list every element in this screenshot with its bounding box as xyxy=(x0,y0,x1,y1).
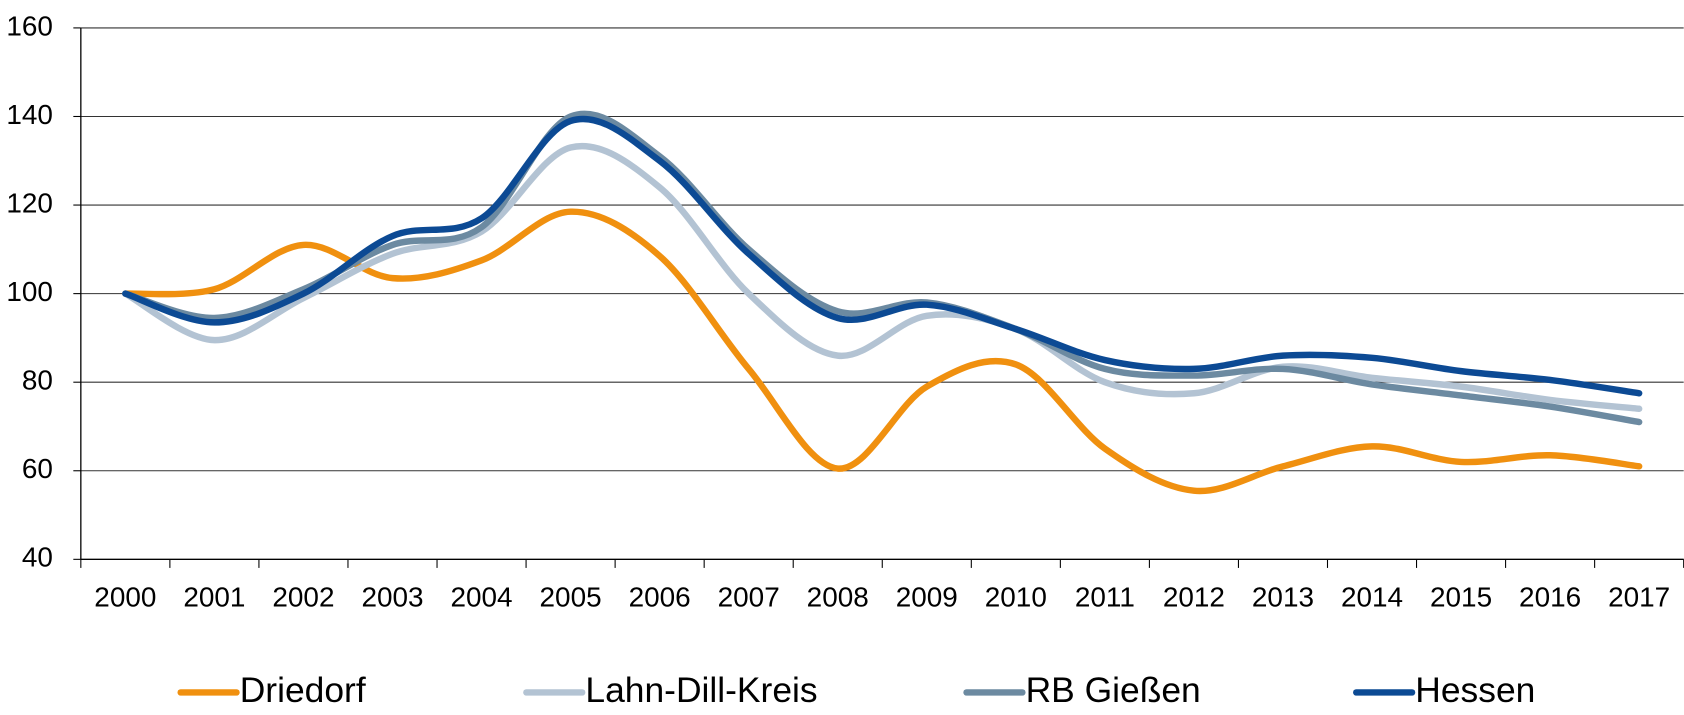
series-line xyxy=(122,208,1643,495)
axes: 40 60 80 100 120 140 160 2000 2001 2002 2003 2004 20… xyxy=(6,10,1684,612)
x-tick-label: 2013 xyxy=(1252,581,1314,612)
x-tick-label: 2011 xyxy=(1075,581,1135,612)
series-line xyxy=(122,142,1643,412)
series-line xyxy=(122,110,1643,426)
x-tick-label: 2008 xyxy=(807,581,869,612)
series-line xyxy=(122,115,1643,397)
x-tick-label: 2014 xyxy=(1341,581,1403,612)
y-tick-label: 140 xyxy=(6,99,53,130)
y-tick-label: 40 xyxy=(22,542,53,573)
y-tick-label: 120 xyxy=(6,187,53,218)
legend-label: Hessen xyxy=(1415,670,1535,710)
x-tick-label: 2015 xyxy=(1430,581,1492,612)
x-tick-label: 2012 xyxy=(1163,581,1225,612)
x-tick-label: 2001 xyxy=(183,581,245,612)
x-tick-label: 2009 xyxy=(896,581,958,612)
legend: Driedorf Lahn-Dill-Kreis RB Gießen Hessen xyxy=(177,670,1535,710)
x-tick-label: 2000 xyxy=(94,581,156,612)
legend-label: Driedorf xyxy=(240,670,366,710)
x-tick-label: 2004 xyxy=(451,581,513,612)
y-tick-label: 160 xyxy=(6,10,53,41)
legend-label: Lahn-Dill-Kreis xyxy=(585,670,817,710)
x-tick-label: 2006 xyxy=(629,581,691,612)
y-tick-label: 100 xyxy=(6,276,53,307)
x-tick-label: 2016 xyxy=(1519,581,1581,612)
y-tick-label: 80 xyxy=(22,365,53,396)
x-tick-label: 2017 xyxy=(1608,581,1670,612)
legend-label: RB Gießen xyxy=(1026,670,1201,710)
x-tick-label: 2010 xyxy=(985,581,1047,612)
y-tick-label: 60 xyxy=(22,453,53,484)
x-tick-label: 2003 xyxy=(361,581,423,612)
grid xyxy=(80,27,1684,560)
x-tick-label: 2005 xyxy=(540,581,602,612)
x-tick-label: 2002 xyxy=(272,581,334,612)
x-tick-label: 2007 xyxy=(718,581,780,612)
lines xyxy=(122,110,1643,495)
